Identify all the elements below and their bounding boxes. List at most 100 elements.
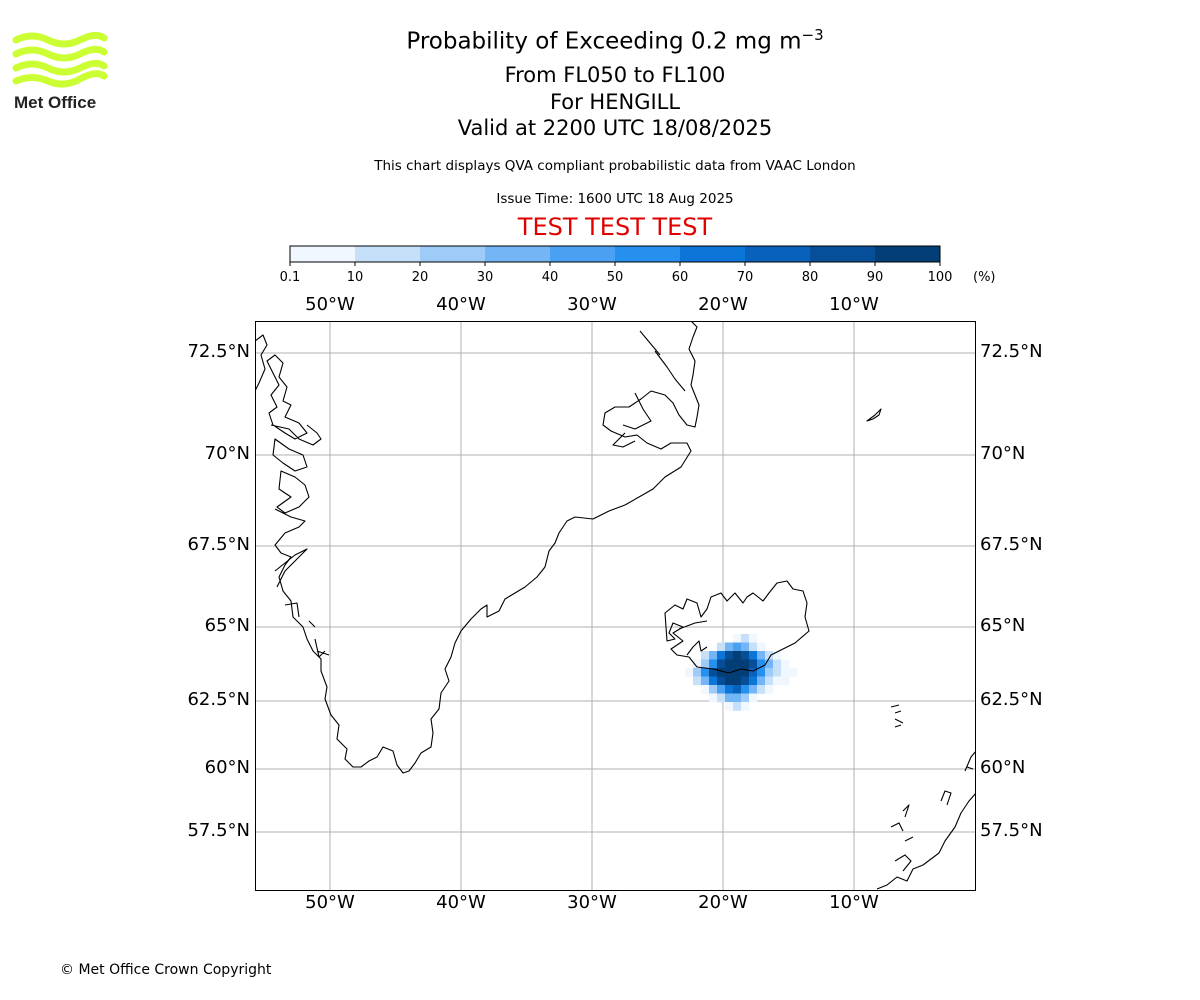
- top-longitude-label: 10°W: [829, 294, 879, 315]
- plume-cell: [757, 651, 766, 660]
- plume-cell: [701, 676, 710, 686]
- bottom-longitude-label: 30°W: [567, 892, 617, 913]
- left-latitude-label: 57.5°N: [187, 820, 250, 841]
- colorbar-bin: [680, 246, 746, 262]
- colorbar-tick-label: 80: [801, 270, 819, 285]
- colorbar-tick-label: 100: [927, 270, 953, 285]
- plume-cell: [741, 668, 750, 677]
- plume-cell: [693, 676, 702, 686]
- left-latitude-label: 60°N: [204, 757, 250, 778]
- logo-text: Met Office: [14, 93, 96, 112]
- left-latitude-label: 72.5°N: [187, 341, 250, 362]
- plume-cell: [741, 685, 750, 694]
- plume-cell: [765, 685, 774, 694]
- top-longitude-label: 50°W: [305, 294, 355, 315]
- colorbar-tick-label: 30: [476, 270, 494, 285]
- plume-cell: [693, 668, 702, 677]
- colorbar-tick-label: 0.1: [279, 270, 301, 285]
- plume-cell: [717, 693, 726, 703]
- plume-cell: [693, 659, 702, 669]
- plume-cell: [701, 651, 710, 660]
- faroe-islands-coastline: [890, 704, 904, 728]
- plume-cell: [749, 676, 758, 686]
- right-latitude-label: 57.5°N: [980, 820, 1043, 841]
- plume-cell: [741, 634, 750, 643]
- plume-cell: [765, 668, 774, 677]
- plume-cell: [741, 651, 750, 660]
- colorbar-bin: [420, 246, 486, 262]
- chart-title: Probability of Exceeding 0.2 mg m−3: [406, 26, 824, 55]
- right-latitude-label: 65°N: [980, 615, 1026, 636]
- colorbar-bin: [615, 246, 681, 262]
- colorbar-bin: [485, 246, 551, 262]
- plume-cell: [709, 668, 718, 677]
- right-latitude-label: 72.5°N: [980, 341, 1043, 362]
- bottom-longitude-label: 50°W: [305, 892, 355, 913]
- left-latitude-label: 65°N: [204, 615, 250, 636]
- colorbar-tick-label: 50: [606, 270, 624, 285]
- norway-coastline: [964, 750, 976, 772]
- map-frame: [255, 321, 976, 891]
- plume-cell: [725, 651, 734, 660]
- right-latitude-label: 70°N: [980, 443, 1026, 464]
- left-latitude-label: 67.5°N: [187, 534, 250, 555]
- plume-cell: [741, 676, 750, 686]
- plume-cell: [733, 642, 742, 652]
- plume-cell: [725, 693, 734, 703]
- plume-cell: [749, 685, 758, 694]
- plume-cell: [717, 685, 726, 694]
- flight-levels: From FL050 to FL100: [504, 63, 726, 87]
- test-banner: TEST TEST TEST: [517, 213, 713, 241]
- colorbar-bin: [745, 246, 811, 262]
- coastlines: [255, 321, 976, 890]
- top-longitude-label: 40°W: [436, 294, 486, 315]
- plume-cell: [717, 676, 726, 686]
- colorbar-tick-label: 10: [346, 270, 364, 285]
- left-latitude-label: 62.5°N: [187, 689, 250, 710]
- plume-cell: [717, 642, 726, 652]
- plume-cell: [757, 676, 766, 686]
- plume-cell: [733, 676, 742, 686]
- plume-cell: [749, 659, 758, 669]
- plume-cell: [773, 651, 782, 660]
- plume-cell: [749, 693, 758, 703]
- colorbar-tick-label: 20: [411, 270, 429, 285]
- colorbar-unit: (%): [973, 270, 996, 285]
- right-latitude-label: 67.5°N: [980, 534, 1043, 555]
- plume-cell: [741, 642, 750, 652]
- plume-cell: [733, 685, 742, 694]
- plume-cell: [717, 668, 726, 677]
- plume-cell: [781, 668, 790, 677]
- plume-cell: [757, 668, 766, 677]
- plume-cell: [725, 676, 734, 686]
- bottom-longitude-label: 10°W: [829, 892, 879, 913]
- scotland-coastline: [876, 790, 976, 890]
- plume-cell: [733, 659, 742, 669]
- plume-cell: [741, 693, 750, 703]
- plume-cell: [709, 685, 718, 694]
- plume-cell: [717, 651, 726, 660]
- bottom-longitude-label: 20°W: [698, 892, 748, 913]
- chart-subtitle: This chart displays QVA compliant probab…: [374, 158, 856, 174]
- reykjanes-peninsula: [678, 620, 708, 656]
- right-latitude-label: 60°N: [980, 757, 1026, 778]
- valid-time: Valid at 2200 UTC 18/08/2025: [457, 116, 773, 140]
- plume-cell: [757, 685, 766, 694]
- greenland-fjords: [274, 330, 686, 658]
- colorbar-bin: [810, 246, 876, 262]
- graticule: [255, 321, 976, 891]
- plume-cell: [781, 676, 790, 686]
- plume-cell: [749, 668, 758, 677]
- plume-cell: [701, 685, 710, 694]
- plume-cell: [733, 702, 742, 711]
- map-panel: [255, 321, 976, 891]
- met-office-logo: Met Office: [12, 30, 112, 114]
- plume-cell: [773, 676, 782, 686]
- ash-probability-plume: [685, 634, 798, 711]
- plume-cell: [773, 659, 782, 669]
- jan-mayen-coastline: [866, 408, 882, 422]
- plume-cell: [725, 659, 734, 669]
- iceland-coastline: [664, 580, 810, 674]
- logo-waves: [12, 31, 108, 88]
- plume-cell: [701, 668, 710, 677]
